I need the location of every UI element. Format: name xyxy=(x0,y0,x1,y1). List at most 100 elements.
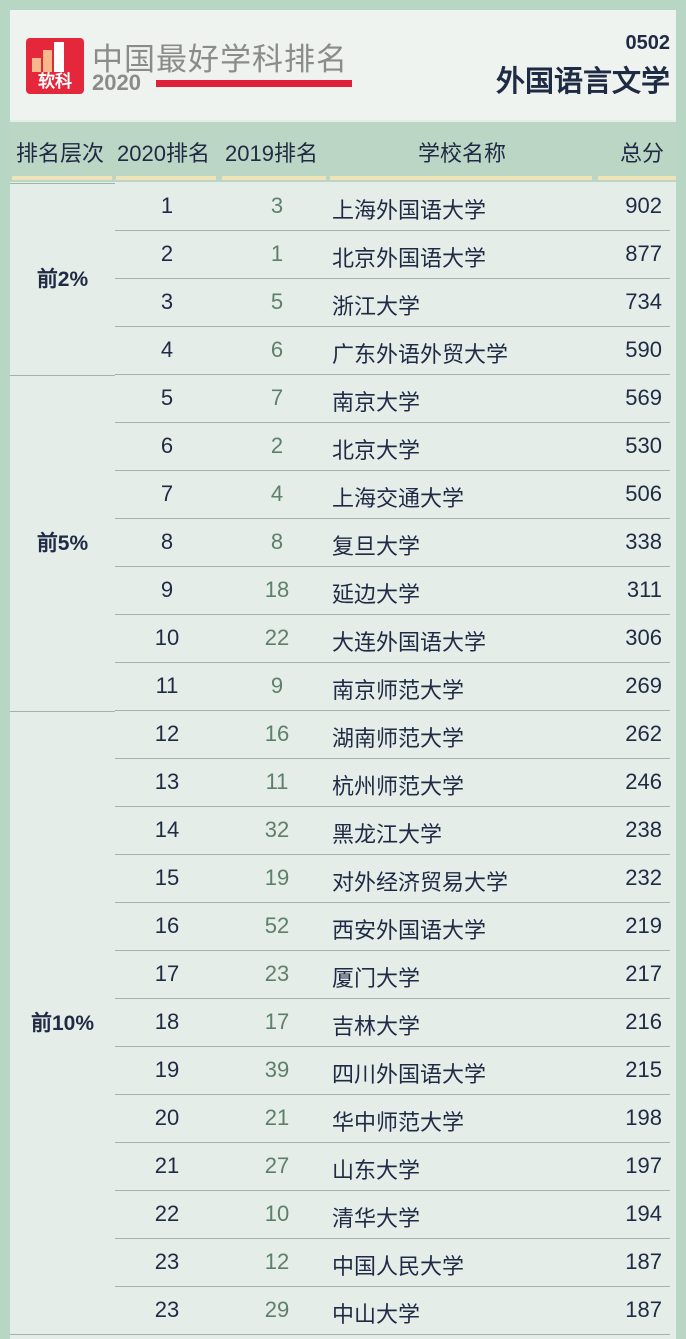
rank-2020: 1 xyxy=(160,193,174,218)
rank-2020: 3 xyxy=(160,289,174,314)
table-row: 8 8 复旦大学 338 xyxy=(115,519,670,567)
total-score: 187 xyxy=(625,1297,662,1322)
total-score: 187 xyxy=(625,1249,662,1274)
total-score: 197 xyxy=(625,1153,662,1178)
school-name: 上海外国语大学 xyxy=(332,198,487,223)
rank-2019: 21 xyxy=(264,1105,290,1130)
total-score: 506 xyxy=(625,481,662,506)
school-name: 上海交通大学 xyxy=(332,486,465,511)
rank-2020: 11 xyxy=(155,673,179,698)
rank-2020: 23 xyxy=(154,1249,180,1274)
table-row: 6 2 北京大学 530 xyxy=(115,423,670,471)
shanghairanking-logo: 软科 xyxy=(26,38,84,94)
table-header: 排名层次 2020排名 2019排名 学校名称 总分 xyxy=(10,122,676,182)
table-row: 23 12 中国人民大学 187 xyxy=(115,1239,670,1287)
rank-2020: 13 xyxy=(154,769,180,794)
school-name: 北京大学 xyxy=(332,438,421,463)
school-name: 北京外国语大学 xyxy=(332,246,487,271)
table-row: 20 21 华中师范大学 198 xyxy=(115,1095,670,1143)
col-2019: 2019排名 xyxy=(225,141,318,166)
rank-2020: 16 xyxy=(154,913,180,938)
rank-2019: 5 xyxy=(270,289,284,314)
school-name: 黑龙江大学 xyxy=(332,822,443,847)
rank-2020: 4 xyxy=(160,337,174,362)
total-score: 215 xyxy=(625,1057,662,1082)
rank-2019: 23 xyxy=(264,961,290,986)
table-row: 3 5 浙江大学 734 xyxy=(115,279,670,327)
table-row: 15 19 对外经济贸易大学 232 xyxy=(115,855,670,903)
table-row: 17 23 厦门大学 217 xyxy=(115,951,670,999)
school-name: 大连外国语大学 xyxy=(332,630,487,655)
table-row: 13 11 杭州师范大学 246 xyxy=(115,759,670,807)
total-score: 734 xyxy=(625,289,662,314)
total-score: 569 xyxy=(625,385,662,410)
total-score: 311 xyxy=(626,577,662,602)
school-name: 华中师范大学 xyxy=(332,1110,465,1135)
total-score: 306 xyxy=(625,625,662,650)
school-name: 复旦大学 xyxy=(332,534,421,559)
rank-2019: 18 xyxy=(264,577,290,602)
rank-2020: 15 xyxy=(154,865,180,890)
rank-2020: 7 xyxy=(160,481,174,506)
school-name: 吉林大学 xyxy=(332,1014,421,1039)
school-name: 四川外国语大学 xyxy=(332,1062,487,1087)
table-row: 4 6 广东外语外贸大学 590 xyxy=(115,327,670,375)
table-row: 18 17 吉林大学 216 xyxy=(115,999,670,1047)
rank-2019: 6 xyxy=(270,337,284,362)
tier-label: 前5% xyxy=(10,375,115,711)
school-name: 广东外语外贸大学 xyxy=(332,342,509,367)
rank-2020: 12 xyxy=(154,721,180,746)
total-score: 198 xyxy=(625,1105,662,1130)
total-score: 219 xyxy=(625,913,662,938)
school-name: 清华大学 xyxy=(332,1206,421,1231)
rank-2020: 21 xyxy=(154,1153,180,1178)
school-name: 对外经济贸易大学 xyxy=(332,870,509,895)
rank-2020: 8 xyxy=(160,529,174,554)
col-2020: 2020排名 xyxy=(117,141,210,166)
rank-2020: 20 xyxy=(154,1105,180,1130)
school-name: 湖南师范大学 xyxy=(332,726,465,751)
brand-title: 中国最好学科排名 xyxy=(92,42,348,77)
rank-2019: 7 xyxy=(270,385,284,410)
rank-2019: 10 xyxy=(264,1201,290,1226)
school-name: 中国人民大学 xyxy=(332,1254,465,1279)
subject-code: 0502 xyxy=(625,32,671,54)
school-name: 杭州师范大学 xyxy=(332,774,465,799)
school-name: 浙江大学 xyxy=(332,294,421,319)
total-score: 530 xyxy=(625,433,662,458)
rank-2019: 17 xyxy=(264,1009,290,1034)
table-row: 19 39 四川外国语大学 215 xyxy=(115,1047,670,1095)
total-score: 877 xyxy=(625,241,662,266)
table-row: 21 27 山东大学 197 xyxy=(115,1143,670,1191)
col-tier: 排名层次 xyxy=(16,141,105,166)
rank-2019: 27 xyxy=(264,1153,290,1178)
table-row: 9 18 延边大学 311 xyxy=(115,567,670,615)
rank-2019: 9 xyxy=(270,673,284,698)
rank-2020: 19 xyxy=(154,1057,180,1082)
rank-2019: 52 xyxy=(264,913,290,938)
school-name: 南京师范大学 xyxy=(332,678,465,703)
ranking-card: 软科 中国最好学科排名 2020 0502 外国语言文学 排名层次 2020排名… xyxy=(10,10,676,1339)
table-row: 22 10 清华大学 194 xyxy=(115,1191,670,1239)
total-score: 269 xyxy=(625,673,662,698)
rank-2019: 11 xyxy=(265,769,289,794)
rank-2020: 23 xyxy=(154,1297,180,1322)
rank-2020: 14 xyxy=(154,817,180,842)
rank-2019: 12 xyxy=(264,1249,290,1274)
rank-2019: 8 xyxy=(270,529,284,554)
school-name: 中山大学 xyxy=(332,1302,421,1327)
rank-2019: 22 xyxy=(264,625,290,650)
total-score: 216 xyxy=(625,1009,662,1034)
rank-2020: 10 xyxy=(154,625,180,650)
table-row: 5 7 南京大学 569 xyxy=(115,375,670,423)
col-school: 学校名称 xyxy=(418,141,507,166)
rank-2020: 5 xyxy=(160,385,174,410)
tier-label: 前2% xyxy=(10,183,115,375)
rank-2019: 39 xyxy=(264,1057,290,1082)
rank-2019: 32 xyxy=(264,817,290,842)
rank-2019: 2 xyxy=(270,433,284,458)
rank-2020: 18 xyxy=(154,1009,180,1034)
table-row: 16 52 西安外国语大学 219 xyxy=(115,903,670,951)
total-score: 217 xyxy=(625,961,662,986)
total-score: 246 xyxy=(625,769,662,794)
